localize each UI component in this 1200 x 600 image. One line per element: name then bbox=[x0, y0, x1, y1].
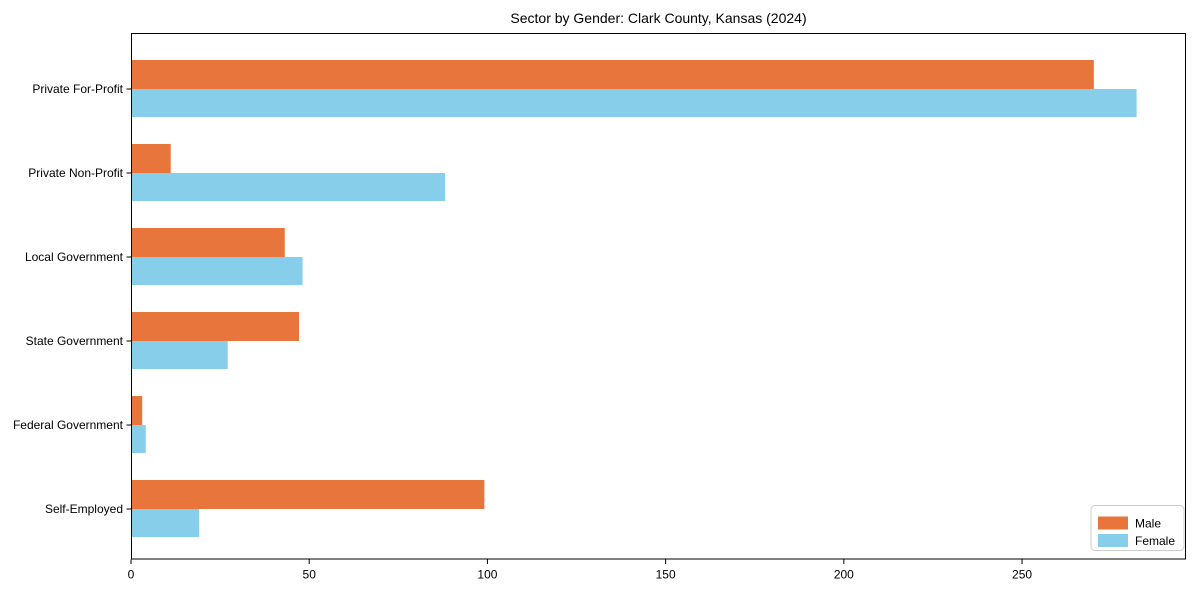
male-bar bbox=[131, 396, 143, 425]
female-bar bbox=[131, 341, 228, 369]
female-bar bbox=[131, 89, 1137, 117]
legend-label-male: Male bbox=[1135, 517, 1161, 531]
male-bar bbox=[131, 144, 171, 173]
legend-swatch-male bbox=[1098, 516, 1128, 530]
chart-title: Sector by Gender: Clark County, Kansas (… bbox=[510, 10, 807, 26]
male-bar bbox=[131, 228, 285, 257]
legend-swatch-female bbox=[1098, 534, 1128, 547]
y-tick-label: Private For-Profit bbox=[32, 82, 123, 96]
legend-label-female: Female bbox=[1135, 534, 1175, 548]
y-tick-label: Local Government bbox=[25, 250, 124, 264]
male-bar bbox=[131, 60, 1094, 89]
y-tick-label: State Government bbox=[26, 334, 124, 348]
female-bar bbox=[131, 425, 146, 453]
x-tick-label: 250 bbox=[1012, 568, 1032, 582]
male-bar bbox=[131, 480, 485, 509]
x-tick-label: 100 bbox=[477, 568, 497, 582]
x-tick-label: 50 bbox=[303, 568, 317, 582]
x-tick-label: 0 bbox=[128, 568, 135, 582]
x-tick-label: 150 bbox=[656, 568, 676, 582]
x-tick-label: 200 bbox=[834, 568, 854, 582]
plot-border bbox=[131, 33, 1186, 560]
y-tick-label: Federal Government bbox=[13, 418, 124, 432]
y-tick-label: Self-Employed bbox=[45, 502, 123, 516]
female-bar bbox=[131, 509, 200, 537]
female-bar bbox=[131, 257, 303, 285]
y-tick-label: Private Non-Profit bbox=[28, 166, 123, 180]
male-bar bbox=[131, 312, 300, 341]
female-bar bbox=[131, 173, 446, 201]
